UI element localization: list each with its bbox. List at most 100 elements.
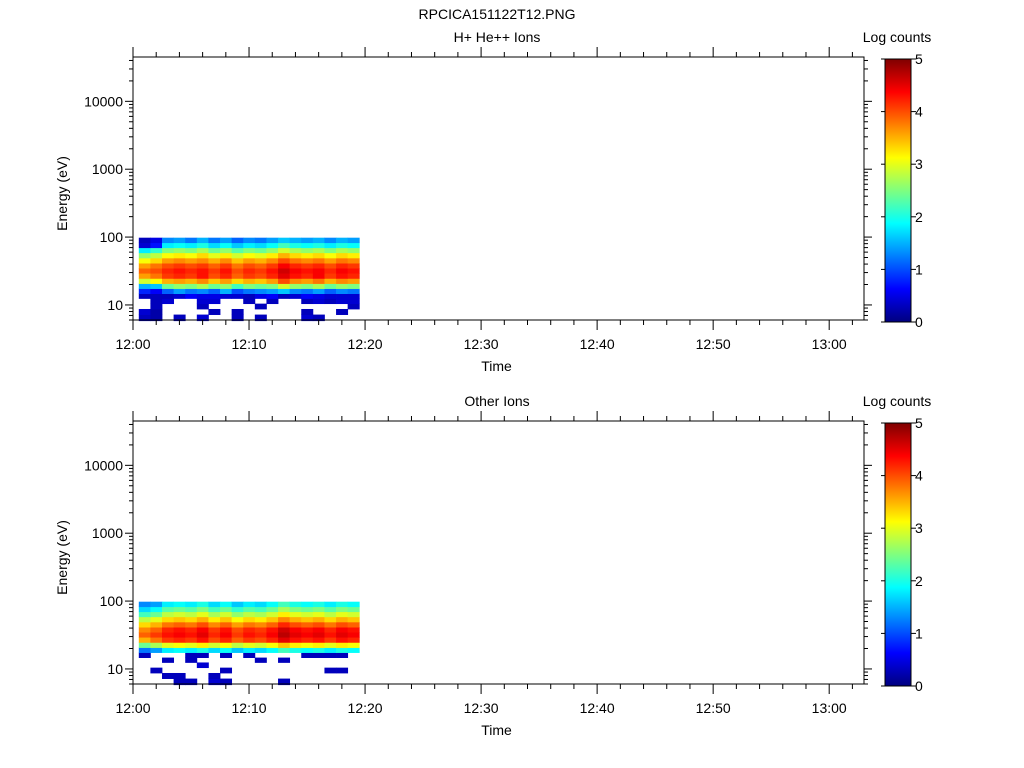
- heatmap-cell: [278, 273, 291, 279]
- heatmap-cell: [231, 288, 244, 294]
- colorbar: 0 1 2 3 4 5 Log counts: [863, 393, 932, 694]
- heatmap-cell: [243, 647, 256, 653]
- heatmap-cell: [254, 616, 267, 623]
- heatmap-cell: [162, 611, 175, 618]
- heatmap-cell: [254, 621, 267, 628]
- heatmap-cell: [150, 611, 163, 618]
- heatmap-cell: [220, 242, 233, 249]
- heatmap-cell: [150, 257, 163, 264]
- heatmap-cell: [289, 252, 302, 259]
- heatmap-cell: [138, 637, 151, 643]
- heatmap-cell: [162, 601, 175, 608]
- heatmap-cell: [231, 257, 244, 264]
- heatmap-cell: [347, 278, 360, 284]
- x-tick-label: 12:00: [115, 336, 150, 352]
- heatmap-cell: [254, 647, 267, 653]
- heatmap-cell: [289, 268, 302, 274]
- heatmap-cell: [208, 611, 221, 618]
- heatmap-cell: [196, 263, 209, 269]
- heatmap-cell: [138, 293, 151, 299]
- heatmap-cell: [324, 652, 337, 658]
- x-tick-label: 12:40: [580, 700, 615, 716]
- heatmap-cell: [162, 616, 175, 623]
- heatmap-cell: [173, 678, 186, 686]
- heatmap-cell: [278, 616, 291, 623]
- panel-title: H+ He++ Ions: [454, 29, 541, 45]
- heatmap-cell: [173, 252, 186, 259]
- heatmap-cell: [220, 637, 233, 643]
- heatmap-cell: [208, 247, 221, 254]
- heatmap-cell: [312, 237, 325, 244]
- heatmap-cell: [150, 242, 163, 249]
- heatmap-cell: [220, 616, 233, 623]
- heatmap-cell: [243, 242, 256, 249]
- heatmap-cell: [196, 303, 209, 310]
- heatmap-cell: [231, 252, 244, 259]
- heatmap-cell: [138, 247, 151, 254]
- heatmap-cell: [301, 263, 314, 269]
- heatmap-cell: [243, 637, 256, 643]
- y-axis-label: Energy (eV): [54, 520, 70, 595]
- heatmap-cell: [254, 288, 267, 294]
- heatmap-cell: [196, 293, 209, 299]
- heatmap-cell: [185, 288, 198, 294]
- heatmap-cell: [208, 647, 221, 653]
- heatmap-cell: [347, 252, 360, 259]
- heatmap-cell: [301, 616, 314, 623]
- heatmap-cell: [301, 601, 314, 608]
- heatmap-cell: [243, 621, 256, 628]
- heatmap-cell: [185, 611, 198, 618]
- x-axis-label: Time: [481, 722, 512, 738]
- colorbar-tick-label: 5: [915, 51, 923, 67]
- heatmap-cell: [301, 606, 314, 613]
- heatmap-cell: [301, 621, 314, 628]
- heatmap-cell: [243, 288, 256, 294]
- heatmap-cell: [324, 283, 337, 289]
- colorbar-tick-label: 2: [915, 209, 923, 225]
- heatmap-cell: [266, 278, 279, 284]
- heatmap-cell: [254, 606, 267, 613]
- colorbar-tick-label: 5: [915, 415, 923, 431]
- heatmap-cell: [138, 237, 151, 244]
- heatmap-cell: [336, 263, 349, 269]
- heatmap-cell: [162, 627, 175, 633]
- heatmap-cell: [208, 242, 221, 249]
- heatmap-cell: [162, 642, 175, 648]
- heatmap-cell: [173, 642, 186, 648]
- heatmap-cell: [324, 647, 337, 653]
- heatmap-cell: [336, 627, 349, 633]
- heatmap-cell: [336, 283, 349, 289]
- heatmap-cell: [324, 637, 337, 643]
- heatmap-cell: [173, 627, 186, 633]
- heatmap-cell: [196, 273, 209, 279]
- heatmap-cell: [336, 621, 349, 628]
- heatmap-cell: [173, 672, 186, 679]
- heatmap-cell: [185, 247, 198, 254]
- heatmap-cell: [220, 283, 233, 289]
- heatmap-cell: [278, 237, 291, 244]
- colorbar-gradient: [884, 422, 912, 687]
- heatmap-cell: [278, 268, 291, 274]
- heatmap-cell: [185, 632, 198, 638]
- heatmap-cell: [243, 298, 256, 305]
- heatmap-cell: [150, 273, 163, 279]
- heatmap-cell: [312, 616, 325, 623]
- heatmap-cell: [231, 283, 244, 289]
- heatmap-cell: [301, 632, 314, 638]
- heatmap-cell: [347, 621, 360, 628]
- heatmap-cell: [162, 247, 175, 254]
- heatmap-cell: [301, 611, 314, 618]
- heatmap-cell: [220, 293, 233, 299]
- x-tick-label: 13:00: [812, 700, 847, 716]
- heatmap-cell: [289, 627, 302, 633]
- heatmap-cell: [301, 252, 314, 259]
- heatmap-cell: [336, 647, 349, 653]
- heatmap-cell: [150, 283, 163, 289]
- colorbar-tick-label: 3: [915, 156, 923, 172]
- colorbar-tick-label: 3: [915, 520, 923, 536]
- heatmap-cell: [278, 263, 291, 269]
- y-tick-label: 1000: [92, 161, 123, 177]
- heatmap-cell: [347, 298, 360, 305]
- heatmap-cell: [208, 621, 221, 628]
